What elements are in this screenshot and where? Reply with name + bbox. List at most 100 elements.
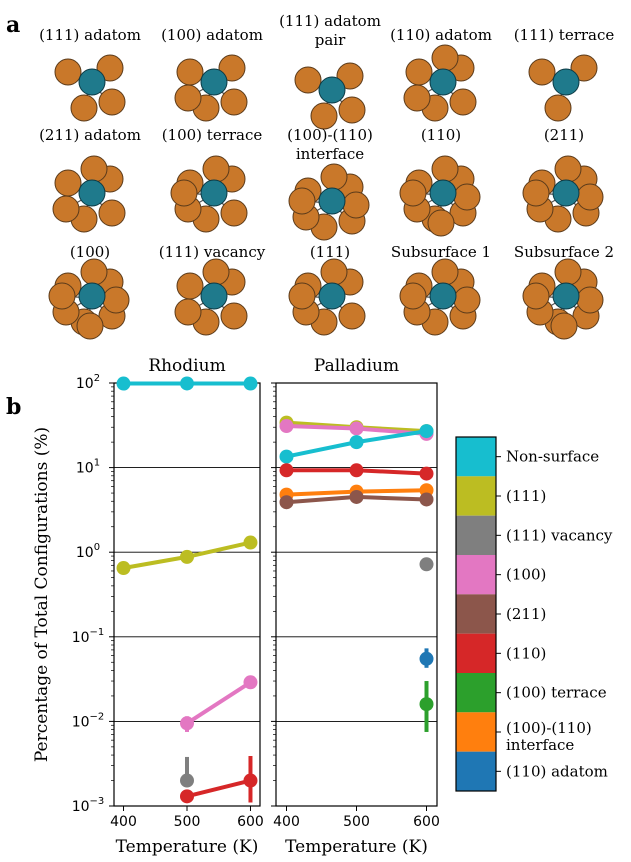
- site-label: (110): [421, 126, 461, 144]
- x-tick-label: 500: [174, 814, 201, 830]
- neighbor-atom: [427, 209, 455, 237]
- site-label: (110) adatom: [390, 26, 492, 44]
- site-label: (100)-(110): [287, 126, 373, 144]
- center-atom: [552, 68, 580, 96]
- panel-b-chart: Rhodium 10−3 10−2 10−1 100 101 102 400 500 600 Tem…: [32, 356, 613, 857]
- neighbor-atom: [288, 282, 316, 310]
- center-atom: [78, 282, 106, 310]
- neighbor-atom: [554, 155, 582, 183]
- panel-b-letter: b: [6, 394, 21, 420]
- neighbor-atom: [170, 179, 198, 207]
- neighbor-atom: [174, 84, 202, 112]
- neighbor-atom: [570, 54, 598, 82]
- neighbor-atom: [310, 102, 338, 130]
- neighbor-atom: [449, 88, 477, 116]
- data-point: [243, 376, 258, 391]
- neighbor-atom: [522, 179, 550, 207]
- series: [180, 756, 194, 788]
- neighbor-atom: [338, 96, 366, 124]
- center-atom: [200, 282, 228, 310]
- legend-swatch: [456, 594, 496, 634]
- neighbor-atom: [431, 155, 459, 183]
- legend-label: (100) terrace: [506, 684, 607, 702]
- neighbor-atom: [98, 88, 126, 116]
- y-tick-label: 100: [76, 542, 100, 561]
- site-label: Subsurface 1: [391, 243, 491, 261]
- site-label: (111) terrace: [514, 26, 615, 44]
- legend: Non-surface (111) (111) vacancy (100) (211) (…: [455, 436, 613, 792]
- site-illustration: Subsurface 2: [514, 243, 614, 340]
- site-label: (111) adatom: [279, 12, 381, 30]
- data-point: [419, 492, 434, 507]
- center-atom: [552, 179, 580, 207]
- neighbor-atom: [176, 272, 204, 300]
- y-tick-label: 10−2: [72, 711, 105, 730]
- data-point: [419, 424, 434, 439]
- neighbor-atom: [70, 94, 98, 122]
- series: [116, 535, 258, 576]
- neighbor-atom: [98, 199, 126, 227]
- neighbor-atom: [96, 54, 124, 82]
- panel-title: Palladium: [314, 356, 399, 376]
- neighbor-atom: [202, 155, 230, 183]
- neighbor-atom: [550, 312, 578, 340]
- data-point: [243, 675, 258, 690]
- neighbor-atom: [174, 298, 202, 326]
- legend-swatch: [456, 673, 496, 713]
- neighbor-atom: [431, 44, 459, 72]
- neighbor-atom: [76, 312, 104, 340]
- site-illustration: (100) terrace: [162, 126, 262, 233]
- panel-title: Rhodium: [148, 356, 225, 376]
- site-label: (211) adatom: [39, 126, 141, 144]
- neighbor-atom: [80, 258, 108, 286]
- neighbor-atom: [453, 286, 481, 314]
- series: [279, 463, 434, 481]
- center-atom: [200, 179, 228, 207]
- legend-label: interface: [506, 736, 574, 754]
- legend-label: (110) adatom: [506, 762, 608, 780]
- neighbor-atom: [288, 187, 316, 215]
- data-point: [180, 549, 194, 564]
- series: [419, 648, 434, 668]
- site-illustration: Subsurface 1: [391, 243, 491, 336]
- data-point: [419, 651, 434, 666]
- legend-label: Non-surface: [506, 448, 599, 466]
- center-atom: [552, 282, 580, 310]
- series: [419, 557, 434, 572]
- data-point: [419, 697, 434, 712]
- data-point: [116, 376, 131, 391]
- site-illustration: (111): [288, 243, 366, 336]
- center-atom: [318, 76, 346, 104]
- data-point: [180, 716, 194, 731]
- neighbor-atom: [102, 286, 130, 314]
- neighbor-atom: [54, 169, 82, 197]
- y-tick-label: 10−3: [72, 796, 105, 815]
- data-point: [349, 435, 364, 450]
- site-label: (111) vacancy: [159, 243, 266, 261]
- legend-label: (100): [506, 566, 546, 584]
- chart-panel: Palladium 400 500 600 Temperature (K): [271, 356, 440, 857]
- data-point: [349, 463, 364, 478]
- neighbor-atom: [202, 258, 230, 286]
- neighbor-atom: [320, 163, 348, 191]
- neighbor-atom: [403, 84, 431, 112]
- site-illustration: (111) terrace: [514, 26, 615, 122]
- data-point: [419, 466, 434, 481]
- center-atom: [318, 282, 346, 310]
- neighbor-atom: [576, 286, 604, 314]
- site-illustration: (110): [399, 126, 481, 237]
- neighbor-atom: [220, 302, 248, 330]
- site-illustration: (100)-(110)interface: [287, 126, 373, 241]
- y-tick-label: 101: [76, 458, 100, 477]
- center-atom: [429, 282, 457, 310]
- neighbor-atom: [405, 58, 433, 86]
- neighbor-atom: [294, 66, 322, 94]
- x-tick-label: 600: [413, 814, 440, 830]
- neighbor-atom: [399, 179, 427, 207]
- neighbor-atom: [338, 302, 366, 330]
- neighbor-atom: [220, 199, 248, 227]
- site-illustration: (100) adatom: [161, 26, 263, 122]
- legend-frame: [455, 436, 497, 792]
- legend-label: (211): [506, 605, 546, 623]
- data-point: [180, 789, 194, 804]
